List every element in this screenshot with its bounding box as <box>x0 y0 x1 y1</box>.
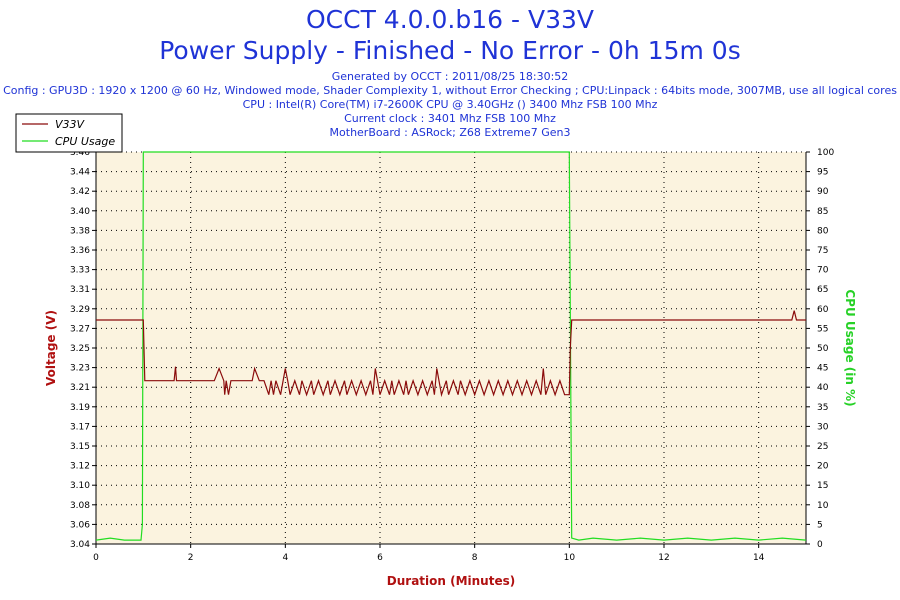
y-axis-left-label: Voltage (V) <box>44 310 58 386</box>
y-tick-label-left: 3.46 <box>70 148 90 158</box>
x-tick-label: 4 <box>282 553 288 563</box>
x-tick-label: 0 <box>93 553 99 563</box>
y-tick-label-left: 3.12 <box>70 462 90 472</box>
y-tick-label-left: 3.15 <box>70 442 90 452</box>
y-tick-label-right: 25 <box>817 442 828 452</box>
y-tick-label-left: 3.44 <box>70 168 90 178</box>
series-line-cpu-usage <box>95 151 807 541</box>
legend: V33V CPU Usage <box>15 113 123 153</box>
y-tick-label-left: 3.38 <box>70 226 90 236</box>
y-tick-label-right: 65 <box>817 285 828 295</box>
y-tick-label-right: 35 <box>817 403 828 413</box>
y-tick-label-right: 55 <box>817 324 828 334</box>
y-tick-label-right: 30 <box>817 422 829 432</box>
x-tick-label: 10 <box>564 553 576 563</box>
series <box>95 151 807 541</box>
y-tick-label-left: 3.27 <box>70 324 90 334</box>
y-tick-label-left: 3.17 <box>70 422 90 432</box>
y-tick-label-left: 3.23 <box>70 364 90 374</box>
x-tick-label: 6 <box>377 553 383 563</box>
cpu-info: CPU : Intel(R) Core(TM) i7-2600K CPU @ 3… <box>242 98 658 111</box>
config-info: Config : GPU3D : 1920 x 1200 @ 60 Hz, Wi… <box>3 84 897 97</box>
y-tick-label-right: 75 <box>817 246 828 256</box>
y-tick-label-left: 3.42 <box>70 187 90 197</box>
y-tick-label-right: 45 <box>817 364 828 374</box>
x-tick-label: 14 <box>753 553 765 563</box>
motherboard-info: MotherBoard : ASRock; Z68 Extreme7 Gen3 <box>329 126 571 139</box>
y-tick-label-left: 3.29 <box>70 305 90 315</box>
y-tick-label-right: 70 <box>817 266 829 276</box>
y-tick-label-right: 40 <box>817 383 829 393</box>
chart-subtitle: Power Supply - Finished - No Error - 0h … <box>159 36 741 65</box>
y-tick-label-left: 3.33 <box>70 266 90 276</box>
y-tick-label-right: 50 <box>817 344 829 354</box>
y-tick-label-left: 3.40 <box>70 207 90 217</box>
y-tick-label-left: 3.36 <box>70 246 90 256</box>
y-tick-label-right: 80 <box>817 226 829 236</box>
y-tick-label-left: 3.08 <box>70 501 90 511</box>
generated-info: Generated by OCCT : 2011/08/25 18:30:52 <box>331 70 569 83</box>
legend-label-voltage: V33V <box>55 118 86 131</box>
y-tick-label-left: 3.04 <box>70 540 90 550</box>
y-tick-label-right: 95 <box>817 168 828 178</box>
y-tick-label-right: 85 <box>817 207 828 217</box>
y-tick-label-right: 100 <box>817 148 834 158</box>
y-axis-right-label: CPU Usage (in %) <box>843 289 857 406</box>
series-line-voltage <box>96 310 806 398</box>
y-tick-label-right: 90 <box>817 187 829 197</box>
y-tick-label-right: 20 <box>817 462 829 472</box>
y-tick-label-left: 3.10 <box>70 481 90 491</box>
y-tick-label-left: 3.19 <box>70 403 90 413</box>
y-tick-label-left: 3.21 <box>70 383 90 393</box>
x-tick-label: 12 <box>658 553 669 563</box>
legend-label-cpu: CPU Usage <box>55 135 115 148</box>
x-tick-label: 8 <box>472 553 478 563</box>
y-tick-label-right: 15 <box>817 481 828 491</box>
y-tick-label-right: 60 <box>817 305 829 315</box>
y-tick-label-right: 0 <box>817 540 823 550</box>
chart-title: OCCT 4.0.0.b16 - V33V <box>306 5 594 34</box>
x-axis-label: Duration (Minutes) <box>387 574 515 588</box>
clock-info: Current clock : 3401 Mhz FSB 100 Mhz <box>344 112 556 125</box>
y-tick-label-right: 5 <box>817 520 823 530</box>
y-tick-label-left: 3.25 <box>70 344 90 354</box>
y-tick-label-left: 3.06 <box>70 520 90 530</box>
x-tick-label: 2 <box>188 553 194 563</box>
y-tick-label-left: 3.31 <box>70 285 90 295</box>
axes: 3.04 03.06 53.08 103.10 153.12 203.15 253.17 30… <box>70 148 834 563</box>
legend-box <box>15 113 123 153</box>
y-tick-label-right: 10 <box>817 501 829 511</box>
